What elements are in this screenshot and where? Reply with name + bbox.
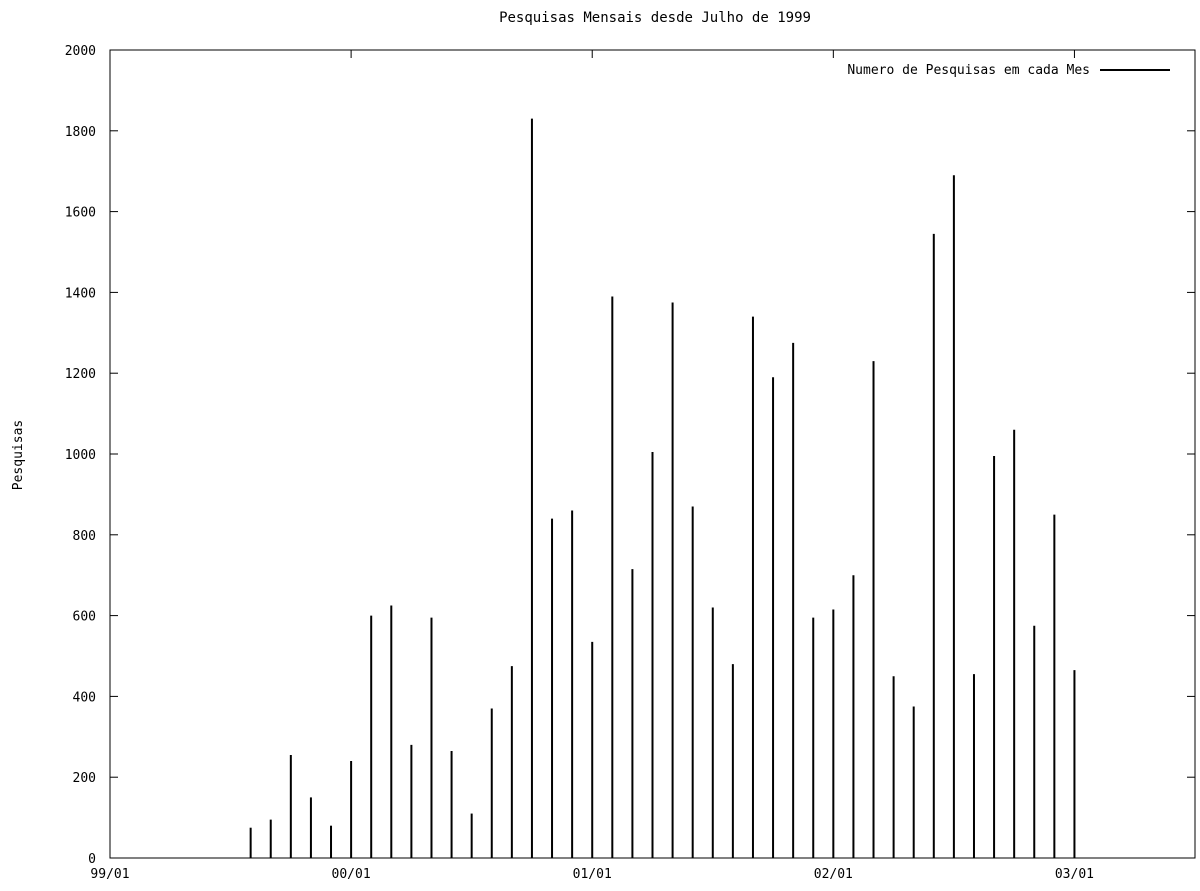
x-axis: 99/01 00/01 01/01 02/01 03/01 [90,50,1094,882]
x-tick-label: 00/01 [332,867,371,882]
x-tick-label: 99/01 [90,867,129,882]
y-tick-label: 1800 [65,125,96,140]
y-tick-label: 1400 [65,286,96,301]
y-tick-label: 1200 [65,367,96,382]
y-axis-label: Pesquisas [11,420,26,490]
y-tick-label: 0 [88,852,96,867]
legend-label: Numero de Pesquisas em cada Mes [847,63,1090,78]
y-axis: 0 200 400 600 800 1000 1200 1400 1600 1800 2000 [65,44,1195,867]
y-tick-label: 200 [73,771,96,786]
y-tick-label: 600 [73,610,96,625]
x-tick-label: 03/01 [1055,867,1094,882]
x-tick-label: 01/01 [573,867,612,882]
legend: Numero de Pesquisas em cada Mes [847,63,1170,78]
y-tick-label: 2000 [65,44,96,59]
y-tick-label: 1000 [65,448,96,463]
y-tick-label: 400 [73,690,96,705]
chart-title: Pesquisas Mensais desde Julho de 1999 [499,10,811,26]
bar-series [249,118,1076,858]
y-tick-label: 1600 [65,206,96,221]
x-tick-label: 02/01 [814,867,853,882]
y-tick-label: 800 [73,529,96,544]
